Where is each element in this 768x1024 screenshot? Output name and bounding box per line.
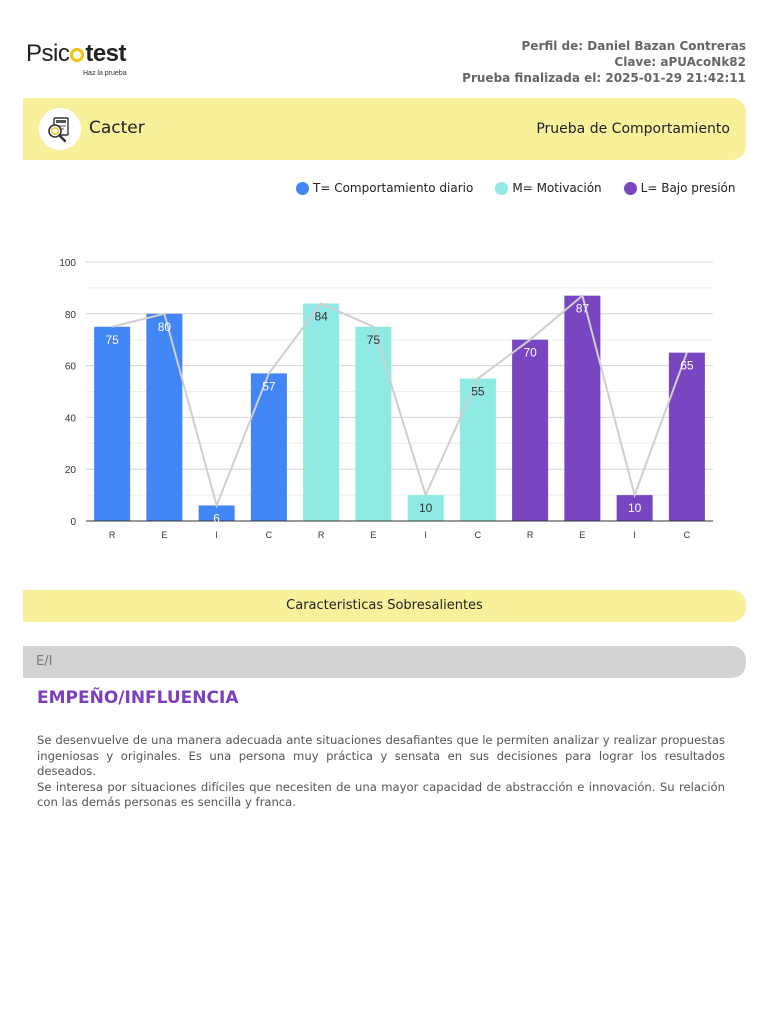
trait-description: Se desenvuelve de una manera adecuada an… (37, 733, 725, 811)
data-label: 10 (419, 501, 433, 515)
bar (616, 495, 653, 521)
bar (146, 313, 183, 521)
logo-wordmark: Psic test (26, 40, 127, 68)
trend-line (111, 293, 688, 509)
data-label: 87 (576, 302, 590, 316)
logo-o-ring-icon (70, 48, 85, 62)
chart-legend: T= Comportamiento diario M= Motivación L… (296, 181, 736, 195)
bar (668, 352, 705, 521)
test-type: Prueba de Comportamiento (536, 121, 730, 137)
test-name: Cacter (89, 118, 145, 138)
data-label: 75 (105, 333, 119, 347)
profile-key: Clave: aPUAcoNk82 (614, 55, 746, 69)
data-label: 65 (680, 359, 694, 373)
x-tick-label: I (215, 530, 218, 540)
x-tick-label: E (161, 530, 167, 540)
profile-meta: Perfil de: Daniel Bazan Contreras Clave:… (462, 38, 746, 86)
bar (512, 339, 549, 521)
legend-label: T= Comportamiento diario (313, 181, 474, 195)
bar (407, 495, 444, 521)
data-label: 57 (262, 379, 276, 393)
bar (355, 326, 392, 521)
x-tick-label: C (266, 530, 273, 540)
y-tick-label: 20 (65, 465, 77, 476)
magnifier-document-icon (48, 117, 69, 143)
y-tick-label: 60 (65, 362, 77, 373)
data-label: 75 (367, 333, 381, 347)
data-label: 80 (158, 320, 172, 334)
y-tick-label: 40 (65, 413, 77, 424)
x-tick-label: I (424, 530, 427, 540)
logo-tagline: Haz la prueba (83, 70, 127, 77)
y-tick-label: 0 (70, 517, 76, 528)
finished-date: Prueba finalizada el: 2025-01-29 21:42:1… (462, 71, 746, 85)
bar (250, 373, 287, 521)
logo-text-part1: Psic (26, 40, 70, 67)
x-tick-label: R (318, 530, 325, 540)
bar (94, 326, 131, 521)
logo-text-part2: test (85, 40, 127, 67)
trait-code-band: E/I (23, 646, 746, 678)
legend-item-m[interactable]: M= Motivación (495, 181, 602, 195)
test-badge (39, 108, 81, 150)
trait-paragraph: Se interesa por situaciones difíciles qu… (37, 779, 725, 810)
bar (459, 378, 496, 521)
data-label: 6 (213, 511, 220, 525)
y-tick-label: 100 (59, 258, 76, 269)
x-tick-label: C (684, 530, 691, 540)
trait-paragraph: Se desenvuelve de una manera adecuada an… (37, 733, 725, 778)
data-label: 55 (471, 385, 485, 399)
data-label: 84 (314, 309, 328, 323)
legend-dot-icon (495, 181, 509, 195)
bar (198, 505, 235, 521)
x-tick-label: E (579, 530, 585, 540)
test-header-band: Cacter Prueba de Comportamiento (23, 98, 746, 160)
trait-title: EMPEÑO/INFLUENCIA (37, 688, 239, 708)
x-tick-label: R (527, 530, 534, 540)
legend-dot-icon (296, 181, 309, 195)
section-title: Caracteristicas Sobresalientes (286, 598, 483, 613)
x-tick-label: R (109, 530, 116, 540)
legend-item-t[interactable]: T= Comportamiento diario (296, 181, 473, 195)
profile-name: Perfil de: Daniel Bazan Contreras (521, 39, 746, 53)
x-tick-label: I (633, 530, 636, 540)
trait-code: E/I (36, 654, 53, 669)
legend-label: L= Bajo presión (640, 181, 736, 195)
bar (303, 303, 340, 521)
x-tick-label: C (475, 530, 482, 540)
bar (564, 295, 601, 521)
section-band: Caracteristicas Sobresalientes (23, 590, 746, 622)
legend-label: M= Motivación (512, 181, 602, 195)
data-label: 10 (628, 501, 642, 515)
bar-chart: 0 20 40 60 80 100 75 80 6 57 84 75 10 55 70 87 10 65 R E I C R… (59, 258, 713, 540)
psicotest-logo: Psic test Haz la prueba (26, 40, 146, 82)
x-tick-label: E (370, 530, 376, 540)
legend-dot-icon (623, 181, 637, 195)
data-label: 70 (523, 346, 537, 360)
legend-item-l[interactable]: L= Bajo presión (623, 181, 736, 195)
y-tick-label: 80 (65, 310, 77, 321)
